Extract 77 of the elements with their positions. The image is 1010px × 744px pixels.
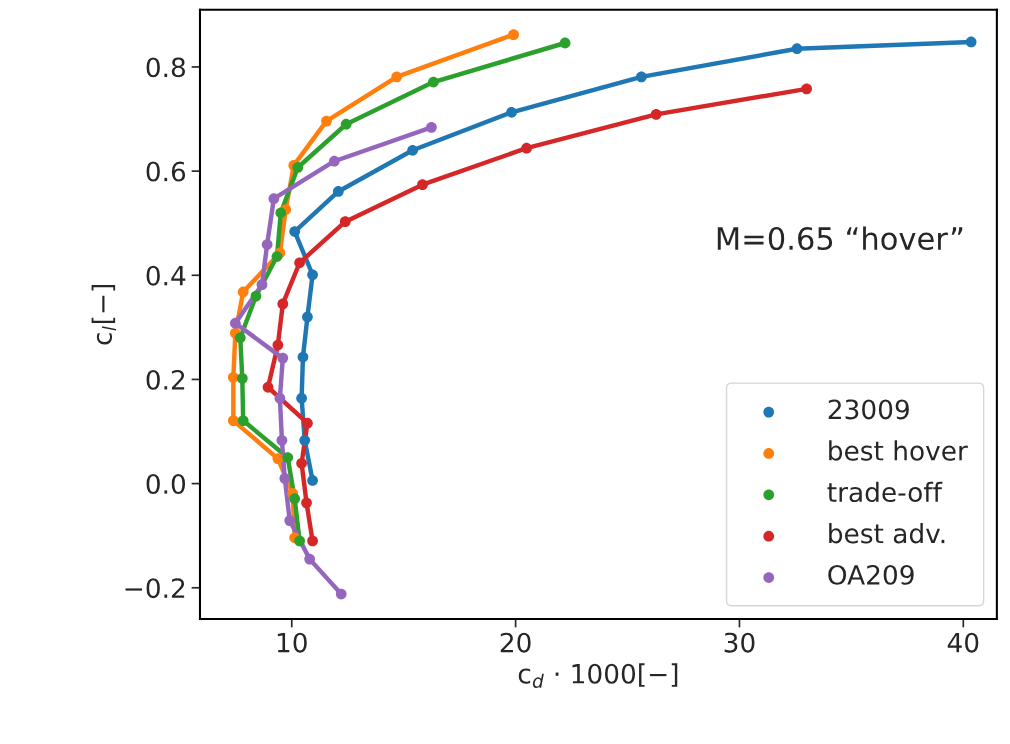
point	[262, 381, 274, 393]
y-tick-label: 0.4	[146, 265, 186, 286]
point	[294, 257, 305, 269]
point	[304, 553, 316, 565]
y-axis-title: c$_{l}$[−]	[91, 284, 116, 345]
point	[636, 71, 647, 83]
x-axis-title: c$_{d}$ · 1000[−]	[518, 663, 678, 688]
y-tick-label: 0.0	[146, 474, 186, 494]
point	[284, 515, 296, 526]
point	[299, 434, 311, 446]
point	[277, 298, 289, 310]
point	[229, 317, 241, 329]
point	[274, 392, 286, 404]
legend-label: best hover	[829, 440, 968, 461]
point	[340, 118, 352, 130]
point	[271, 251, 283, 262]
point	[559, 37, 571, 49]
point	[261, 239, 273, 250]
point	[275, 207, 287, 219]
y-tick-label: 0.2	[146, 369, 185, 390]
point	[339, 216, 351, 228]
point	[277, 352, 289, 364]
y-tick-label: 0.6	[146, 161, 186, 182]
point	[335, 588, 347, 600]
legend-label: best adv.	[829, 523, 945, 544]
x-tick-label: 10	[277, 632, 307, 653]
y-tick-label: 0.8	[146, 57, 185, 78]
point	[791, 43, 803, 55]
point	[801, 83, 812, 95]
point	[294, 535, 305, 547]
point	[417, 179, 428, 191]
point	[279, 473, 291, 484]
point	[296, 392, 307, 404]
point	[282, 452, 294, 463]
point	[508, 29, 519, 41]
x-tick-label: 40	[947, 632, 979, 653]
legend-label: OA209	[828, 564, 914, 585]
point	[301, 497, 312, 509]
y-tick-label: −0.2	[125, 578, 185, 599]
point	[428, 76, 439, 88]
point	[307, 535, 318, 547]
point	[227, 371, 239, 383]
point	[268, 193, 280, 205]
point	[234, 332, 246, 344]
point	[321, 115, 332, 127]
point	[332, 186, 344, 197]
point	[307, 475, 318, 486]
point	[236, 373, 248, 384]
x-tick-label: 20	[500, 632, 531, 653]
legend-label: trade-off	[827, 481, 943, 503]
point	[289, 493, 301, 505]
point	[407, 144, 419, 156]
point	[292, 162, 304, 173]
point	[297, 351, 309, 363]
annotation: M=0.65 “hover”	[717, 226, 963, 251]
point	[302, 311, 313, 323]
point	[307, 269, 318, 281]
point	[391, 71, 403, 83]
point	[650, 108, 662, 120]
point	[272, 453, 284, 464]
point	[256, 279, 268, 291]
point	[302, 417, 313, 429]
x-tick-label: 30	[724, 632, 755, 653]
legend-label: 23009	[828, 399, 909, 420]
point	[296, 457, 307, 469]
point	[506, 106, 517, 118]
point	[521, 142, 532, 154]
point	[276, 434, 288, 446]
point	[237, 415, 249, 426]
point	[426, 121, 437, 133]
point	[965, 36, 977, 48]
point	[272, 339, 284, 351]
point	[328, 155, 340, 167]
point	[227, 415, 239, 426]
point	[250, 290, 262, 302]
point	[237, 286, 249, 298]
point	[289, 226, 301, 237]
